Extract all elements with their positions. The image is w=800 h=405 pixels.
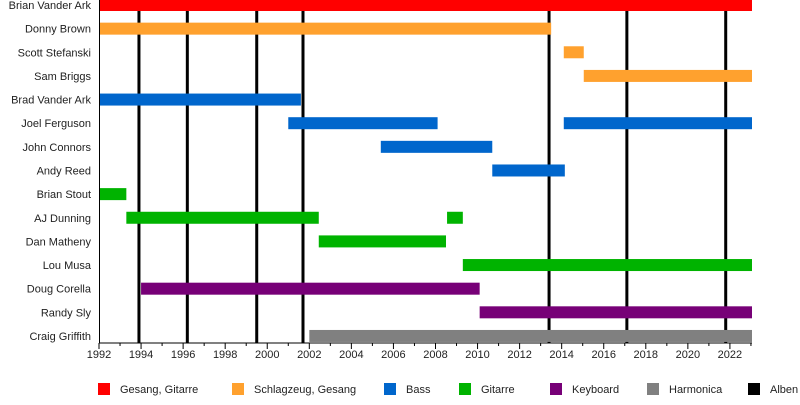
member-tenure-bar — [99, 188, 127, 201]
x-tick-label: 1992 — [87, 349, 111, 361]
x-tick-label: 2020 — [676, 349, 700, 361]
x-tick-label: 2022 — [718, 349, 742, 361]
x-tick-label: 2006 — [381, 349, 405, 361]
x-tick-label: 2002 — [297, 349, 321, 361]
member-tenure-bar — [126, 211, 319, 224]
legend-swatch — [98, 383, 110, 395]
member-name-label: Dan Matheny — [26, 236, 92, 248]
legend-item: Gesang, Gitarre — [98, 383, 198, 396]
member-name-label: Sam Briggs — [34, 71, 91, 83]
legend-label: Gitarre — [481, 384, 515, 396]
member-tenure-bar — [99, 0, 752, 11]
legend-swatch — [550, 383, 562, 395]
legend-swatch — [459, 383, 471, 395]
member-name-label: Lou Musa — [43, 260, 92, 272]
member-tenure-bar — [318, 235, 447, 248]
legend-swatch — [748, 383, 760, 395]
member-tenure-bar — [141, 282, 480, 295]
member-tenure-bar — [492, 164, 565, 177]
x-tick-label: 1998 — [213, 349, 237, 361]
legend-item: Harmonica — [647, 383, 723, 396]
x-tick-label: 2004 — [339, 349, 363, 361]
x-tick-label: 2014 — [549, 349, 573, 361]
member-name-label: Joel Ferguson — [21, 118, 91, 130]
x-tick-label: 1996 — [171, 349, 195, 361]
legend-swatch — [384, 383, 396, 395]
legend-label: Keyboard — [572, 384, 619, 396]
member-name-label: Doug Corella — [27, 284, 92, 296]
legend-item: Gitarre — [459, 383, 515, 396]
member-name-label: Brian Stout — [37, 189, 91, 201]
x-tick-label: 2018 — [634, 349, 658, 361]
member-name-label: Brad Vander Ark — [11, 95, 91, 107]
member-tenure-bar — [447, 211, 463, 224]
legend-item: Schlagzeug, Gesang — [232, 383, 356, 396]
legend-item: Bass — [384, 383, 431, 396]
member-tenure-bar — [288, 117, 438, 130]
member-tenure-bar — [583, 69, 752, 82]
member-name-label: Donny Brown — [25, 24, 91, 36]
legend-swatch — [232, 383, 244, 395]
member-name-label: Scott Stefanski — [18, 47, 91, 59]
x-tick-label: 2016 — [591, 349, 615, 361]
x-tick-label: 2000 — [255, 349, 279, 361]
x-tick-label: 2012 — [507, 349, 531, 361]
legend-label: Bass — [406, 384, 431, 396]
member-tenure-bar — [462, 259, 752, 272]
member-name-label: John Connors — [23, 142, 92, 154]
member-tenure-bar — [479, 306, 752, 319]
legend-swatch — [647, 383, 659, 395]
legend-label: Schlagzeug, Gesang — [254, 384, 356, 396]
member-name-label: AJ Dunning — [34, 213, 91, 225]
legend-item: Keyboard — [550, 383, 619, 396]
member-tenure-bar — [563, 46, 584, 59]
member-name-label: Andy Reed — [37, 165, 91, 177]
member-name-label: Randy Sly — [41, 307, 92, 319]
member-tenure-bar — [380, 140, 493, 153]
legend-label: Harmonica — [669, 384, 723, 396]
member-name-label: Craig Griffith — [29, 331, 91, 343]
legend-item: Alben — [748, 383, 798, 396]
legend-label: Gesang, Gitarre — [120, 384, 198, 396]
x-tick-label: 1994 — [129, 349, 153, 361]
member-tenure-bar — [99, 93, 301, 106]
legend-label: Alben — [770, 384, 798, 396]
x-tick-label: 2008 — [423, 349, 447, 361]
member-tenure-bar — [563, 117, 752, 130]
x-tick-label: 2010 — [465, 349, 489, 361]
member-tenure-bar — [99, 22, 552, 35]
member-tenure-bar — [309, 329, 752, 342]
member-name-label: Brian Vander Ark — [9, 0, 92, 12]
